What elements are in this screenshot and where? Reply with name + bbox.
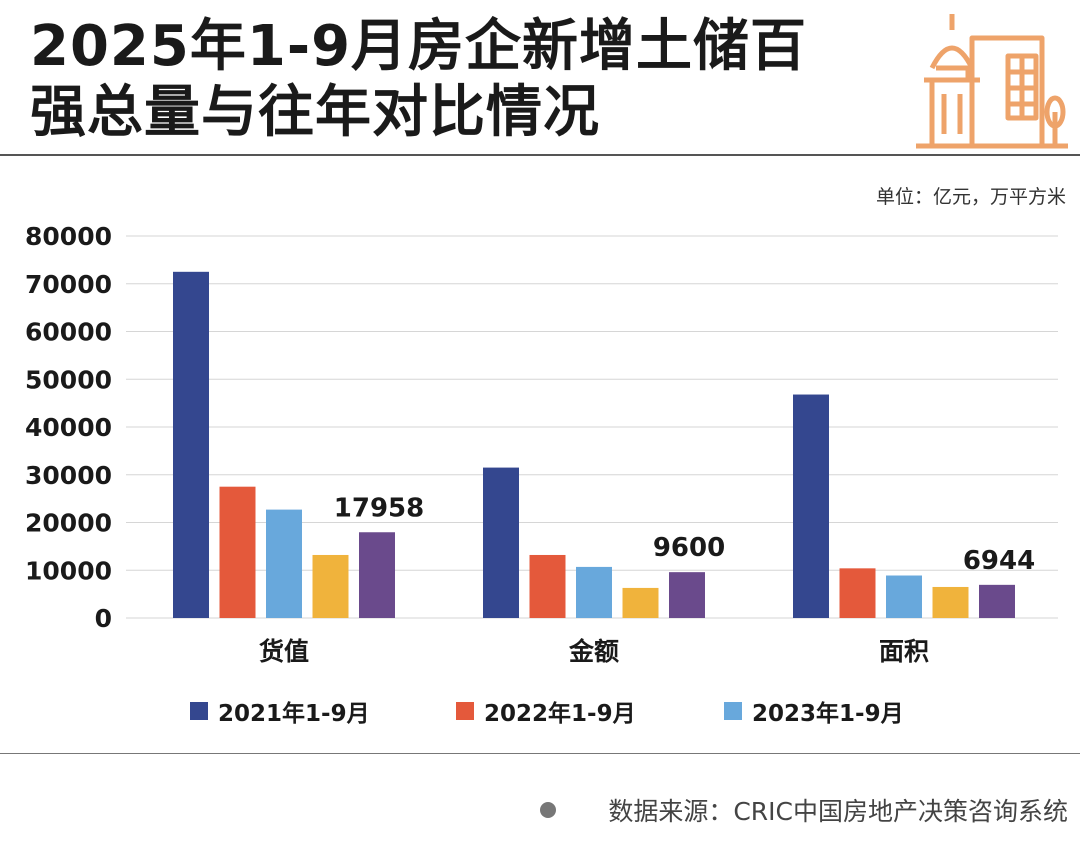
legend-swatch-2021 xyxy=(190,702,208,720)
source-note: 数据来源：CRIC中国房地产决策咨询系统 xyxy=(540,792,1068,828)
bar xyxy=(886,575,922,618)
bar xyxy=(266,509,302,618)
bar xyxy=(483,467,519,618)
bar xyxy=(219,486,256,618)
data-label: 6944 xyxy=(963,546,1035,576)
bar xyxy=(979,584,1015,618)
title-line-1: 2025年1-9月房企新增土储百 xyxy=(30,14,808,79)
y-tick-label: 0 xyxy=(95,604,112,633)
y-tick-label: 60000 xyxy=(25,318,112,347)
header-divider xyxy=(0,154,1080,156)
bar xyxy=(359,532,395,618)
y-tick-label: 80000 xyxy=(25,222,112,251)
title-line-2: 强总量与往年对比情况 xyxy=(30,80,600,145)
y-tick-label: 40000 xyxy=(25,413,112,442)
bar xyxy=(839,568,876,618)
bullet-dot-icon xyxy=(540,802,557,818)
y-tick-label: 70000 xyxy=(25,270,112,299)
y-tick-label: 10000 xyxy=(25,556,112,585)
source-text: 数据来源：CRIC中国房地产决策咨询系统 xyxy=(608,797,1068,826)
bar xyxy=(576,566,612,618)
data-label: 17958 xyxy=(334,493,424,523)
legend-label-2022: 2022年1-9月 xyxy=(484,701,636,727)
chart-title: 2025年1-9月房企新增土储百 强总量与往年对比情况 xyxy=(30,14,910,146)
bar xyxy=(793,394,829,618)
y-tick-label: 20000 xyxy=(25,509,112,538)
x-tick-label: 面积 xyxy=(879,637,929,666)
legend-item-2022: 2022年1-9月 xyxy=(456,694,636,728)
y-tick-label: 50000 xyxy=(25,365,112,394)
building-logo-icon xyxy=(916,14,1068,149)
legend-item-2021: 2021年1-9月 xyxy=(190,694,370,728)
bar xyxy=(529,554,566,618)
y-tick-label: 30000 xyxy=(25,461,112,490)
x-tick-label: 货值 xyxy=(259,637,309,666)
legend-label-2021: 2021年1-9月 xyxy=(218,701,370,727)
x-tick-label: 金额 xyxy=(568,637,619,666)
legend: 2021年1-9月 2022年1-9月 2023年1-9月 xyxy=(0,694,1080,730)
legend-item-2023: 2023年1-9月 xyxy=(724,694,904,728)
legend-swatch-2022 xyxy=(456,702,474,720)
legend-label-2023: 2023年1-9月 xyxy=(752,701,904,727)
bar xyxy=(312,554,349,618)
bar xyxy=(669,572,705,618)
bar xyxy=(622,587,659,618)
legend-swatch-2023 xyxy=(724,702,742,720)
footer-divider xyxy=(0,753,1080,754)
data-label: 9600 xyxy=(653,533,725,563)
bar xyxy=(173,271,209,618)
unit-label: 单位：亿元，万平方米 xyxy=(875,186,1066,208)
bar xyxy=(932,586,969,618)
bar-chart: 0 10000 20000 30000 40000 50000 60000 70000 8000… xyxy=(25,222,1058,666)
